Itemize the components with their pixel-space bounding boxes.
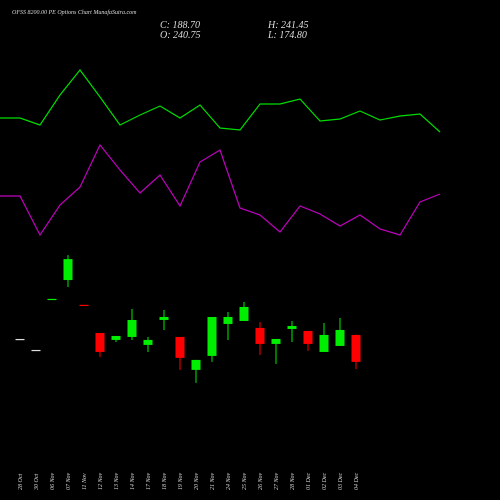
candle-body [319, 334, 329, 352]
candle-body [303, 330, 313, 344]
ohlc-high: H: 241.45 [267, 20, 309, 31]
x-tick-label: 07 Nov [66, 472, 72, 490]
x-tick-label: 19 Nov [178, 472, 184, 490]
candle-body [191, 359, 201, 370]
x-tick-label: 25 Nov [242, 472, 248, 490]
candle-body [127, 319, 137, 337]
ohlc-close: C: 188.70 [160, 20, 200, 31]
candle-body [143, 339, 153, 345]
candle-body [63, 259, 73, 281]
x-tick-label: 28 Oct [18, 474, 24, 490]
candle-body [271, 338, 281, 344]
ohlc-open: O: 240.75 [160, 30, 201, 41]
candle-body [159, 316, 169, 320]
candle-body [239, 307, 249, 321]
x-tick-label: 18 Nov [162, 472, 168, 490]
x-tick-label: 30 Oct [34, 474, 40, 491]
x-tick-label: 24 Nov [225, 472, 232, 490]
candle-body [207, 316, 217, 356]
x-tick-label: 02 Dec [322, 473, 328, 490]
candle-body [15, 338, 25, 341]
candle-body [335, 329, 345, 346]
x-tick-label: 01 Dec [306, 473, 312, 490]
x-tick-label: 06 Nov [50, 472, 56, 490]
x-tick-label: 20 Nov [194, 472, 200, 490]
x-tick-label: 17 Nov [146, 472, 152, 490]
indicator-line [0, 69, 441, 133]
x-tick-label: 28 Nov [290, 472, 296, 490]
indicator-line [0, 143, 441, 237]
candle-body [79, 304, 89, 307]
x-tick-label: 26 Nov [258, 472, 264, 490]
x-tick-label: 14 Nov [129, 472, 136, 490]
x-tick-label: 12 Nov [98, 472, 104, 490]
x-tick-label: 21 Nov [210, 472, 216, 490]
candle-body [95, 332, 105, 352]
candle-body [351, 334, 361, 362]
ohlc-low: L: 174.80 [267, 30, 307, 41]
candle-body [31, 349, 41, 352]
x-tick-label: 27 Nov [274, 472, 280, 490]
x-tick-label: 04 Dec [353, 473, 360, 490]
candle-body [47, 298, 57, 301]
x-tick-label: 03 Dec [338, 473, 344, 490]
x-tick-label: 11 Nov [82, 473, 88, 490]
candle-body [223, 316, 233, 324]
chart-title: OFSS 8200.00 PE Options Chart MunafaSutr… [12, 9, 137, 16]
candle-body [255, 327, 265, 344]
x-tick-label: 13 Nov [114, 472, 120, 490]
candle-body [287, 325, 297, 329]
candle-body [175, 336, 185, 358]
candle-body [111, 335, 121, 340]
